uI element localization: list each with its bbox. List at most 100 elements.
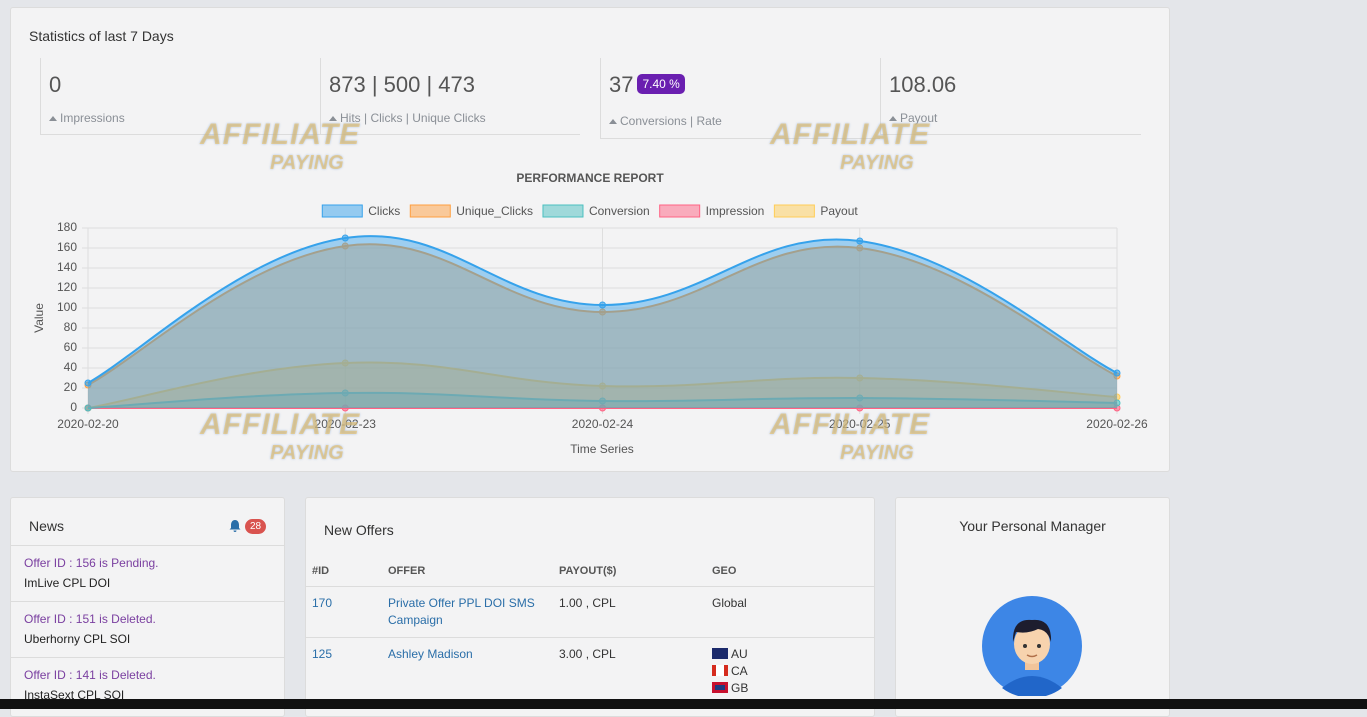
manager-avatar (982, 596, 1082, 696)
y-tick-label: 120 (57, 280, 77, 294)
offer-geo: Global (712, 596, 747, 610)
legend-label: Impression (706, 204, 765, 218)
card-title: Statistics of last 7 Days (29, 28, 174, 44)
x-tick-label: 2020-02-23 (315, 417, 377, 431)
stat-value: 108.06 (889, 72, 957, 97)
chart-title: PERFORMANCE REPORT (516, 171, 664, 185)
data-point (1113, 369, 1121, 377)
legend-swatch (659, 204, 701, 218)
bell-icon (229, 520, 241, 532)
data-point (599, 404, 606, 412)
column-header: GEO (712, 565, 737, 577)
data-point (341, 234, 349, 242)
x-tick-label: 2020-02-26 (1086, 417, 1148, 431)
data-point (856, 374, 864, 382)
manager-title: Your Personal Manager (959, 518, 1106, 534)
news-card: News 28 Offer ID : 156 is Pending. ImLive… (10, 497, 285, 717)
area-fill (88, 244, 1117, 408)
geo-code: CA (731, 664, 748, 678)
stat-label: Impressions (49, 111, 125, 125)
stat-value: 873 | 500 | 473 (329, 72, 475, 97)
y-tick-label: 140 (57, 260, 77, 274)
offer-payout: 3.00 , CPL (559, 647, 616, 661)
news-item[interactable]: Offer ID : 141 is Deleted. InstaSext CPL … (11, 657, 284, 714)
taskbar (0, 699, 1367, 709)
data-point (84, 379, 92, 387)
data-point (341, 404, 349, 412)
legend-label: Conversion (589, 204, 650, 218)
news-offer: Uberhorny CPL SOI (24, 632, 131, 646)
data-point (1113, 399, 1121, 407)
offer-geo: GB (712, 680, 748, 697)
offer-name[interactable]: Private Offer PPL DOI SMS Campaign (388, 596, 535, 627)
geo-code: GB (731, 681, 749, 695)
stat-number: 37 (609, 72, 634, 97)
stats-card: Statistics of last 7 Days 0 Impressions … (10, 7, 1170, 472)
stat-label: Payout (889, 111, 937, 125)
x-axis-label: Time Series (570, 442, 634, 456)
news-title: News (29, 518, 65, 534)
stat-value: 0 (49, 72, 62, 97)
legend-label: Payout (820, 204, 858, 218)
x-tick-label: 2020-02-25 (829, 417, 891, 431)
y-tick-label: 100 (57, 300, 77, 314)
offers-card: New Offers #ID OFFER PAYOUT($) GEO 170 P… (305, 497, 875, 717)
stat-label-text: Impressions (60, 111, 125, 125)
stat-value: 37 7.40 % (609, 72, 685, 98)
y-tick-label: 0 (70, 400, 77, 414)
y-tick-label: 160 (57, 240, 77, 254)
data-point (856, 244, 864, 252)
offers-title: New Offers (324, 522, 394, 538)
news-count[interactable]: 28 (245, 519, 267, 534)
offer-id[interactable]: 125 (312, 647, 333, 661)
x-tick-label: 2020-02-24 (572, 417, 634, 431)
stat-box: 108.06 Payout (880, 58, 1141, 135)
news-offer: ImLive CPL DOI (24, 576, 111, 590)
geo-code: AU (731, 647, 748, 661)
stat-box: 0 Impressions (40, 58, 320, 135)
offer-geo: CA (712, 663, 748, 680)
data-point (599, 308, 606, 316)
legend-swatch (542, 204, 584, 218)
offer-payout: 1.00 , CPL (559, 596, 616, 610)
performance-chart: PERFORMANCE REPORT Time Series Value 0 20… (32, 171, 1148, 456)
data-point (599, 301, 606, 309)
legend-swatch (409, 204, 451, 218)
y-tick-label: 60 (64, 340, 78, 354)
news-offer: InstaSext CPL SOI (24, 688, 125, 702)
data-point (341, 389, 349, 397)
rate-badge: 7.40 % (637, 74, 685, 94)
stat-box: 37 7.40 % Conversions | Rate (600, 58, 880, 139)
column-header: OFFER (388, 565, 426, 577)
area-fill (88, 392, 1117, 408)
legend-swatch (321, 204, 363, 218)
legend-label: Unique_Clicks (456, 204, 533, 218)
data-point (856, 404, 864, 412)
y-tick-label: 20 (64, 380, 78, 394)
news-item[interactable]: Offer ID : 156 is Pending. ImLive CPL DOI (11, 545, 284, 602)
column-header: PAYOUT($) (559, 565, 617, 577)
y-tick-label: 40 (64, 360, 78, 374)
stat-label: Hits | Clicks | Unique Clicks (329, 111, 486, 125)
stat-box: 873 | 500 | 473 Hits | Clicks | Unique C… (320, 58, 580, 135)
news-status: Offer ID : 151 is Deleted. (24, 612, 156, 626)
row-divider (306, 586, 874, 587)
x-tick-label: 2020-02-20 (57, 417, 119, 431)
offer-id[interactable]: 170 (312, 596, 333, 610)
row-divider (306, 637, 874, 638)
data-point (856, 394, 864, 402)
legend-label: Clicks (368, 204, 400, 218)
stat-label: Conversions | Rate (609, 114, 722, 128)
news-item[interactable]: Offer ID : 151 is Deleted. Uberhorny CPL … (11, 601, 284, 658)
news-status: Offer ID : 156 is Pending. (24, 556, 159, 570)
offer-name[interactable]: Ashley Madison (388, 647, 473, 661)
y-axis-label: Value (32, 303, 46, 333)
stat-label-text: Conversions | Rate (620, 114, 722, 128)
data-point (856, 237, 864, 245)
stat-label-text: Payout (900, 111, 938, 125)
news-status: Offer ID : 141 is Deleted. (24, 668, 156, 682)
data-point (599, 397, 606, 405)
stat-label-text: Hits | Clicks | Unique Clicks (340, 111, 486, 125)
column-header: #ID (312, 565, 330, 577)
